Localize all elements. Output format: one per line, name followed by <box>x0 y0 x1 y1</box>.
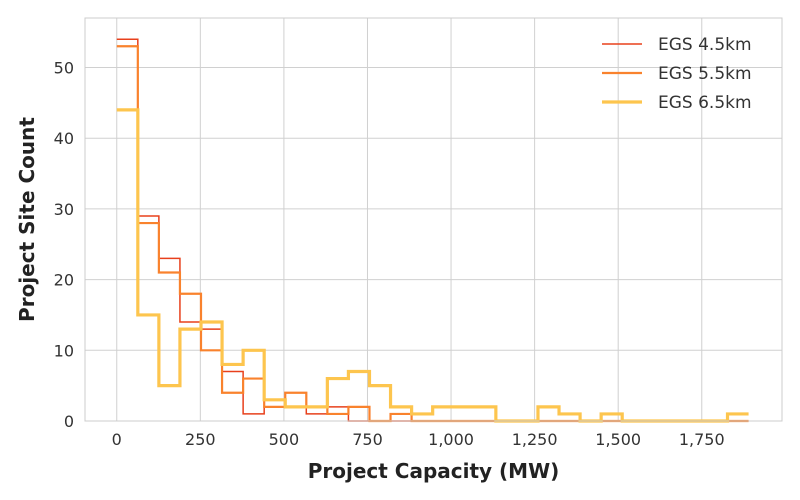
legend-label-2: EGS 5.5km <box>658 64 752 84</box>
y-tick-label: 10 <box>54 341 74 360</box>
x-tick-label: 1,000 <box>428 430 474 449</box>
x-tick-label: 750 <box>352 430 383 449</box>
y-tick-label: 50 <box>54 58 74 77</box>
y-tick-label: 30 <box>54 200 74 219</box>
x-axis-title: Project Capacity (MW) <box>308 459 560 483</box>
legend-label-3: EGS 6.5km <box>658 93 752 113</box>
y-tick-labels: 0 10 20 30 40 50 <box>54 58 74 431</box>
y-tick-label: 0 <box>64 412 74 431</box>
y-axis-title: Project Site Count <box>15 117 39 322</box>
x-tick-label: 1,750 <box>679 430 725 449</box>
x-tick-label: 500 <box>269 430 300 449</box>
x-tick-labels: 0 250 500 750 1,000 1,250 1,500 1,750 <box>112 430 725 449</box>
y-tick-label: 40 <box>54 129 74 148</box>
series-line-3 <box>116 108 749 423</box>
legend-label-1: EGS 4.5km <box>658 35 752 55</box>
x-tick-label: 1,250 <box>512 430 558 449</box>
x-tick-label: 0 <box>112 430 122 449</box>
x-tick-label: 250 <box>185 430 216 449</box>
x-tick-label: 1,500 <box>595 430 641 449</box>
plot-frame <box>84 17 783 422</box>
y-tick-label: 20 <box>54 271 74 290</box>
legend: EGS 4.5km EGS 5.5km EGS 6.5km <box>602 35 752 113</box>
